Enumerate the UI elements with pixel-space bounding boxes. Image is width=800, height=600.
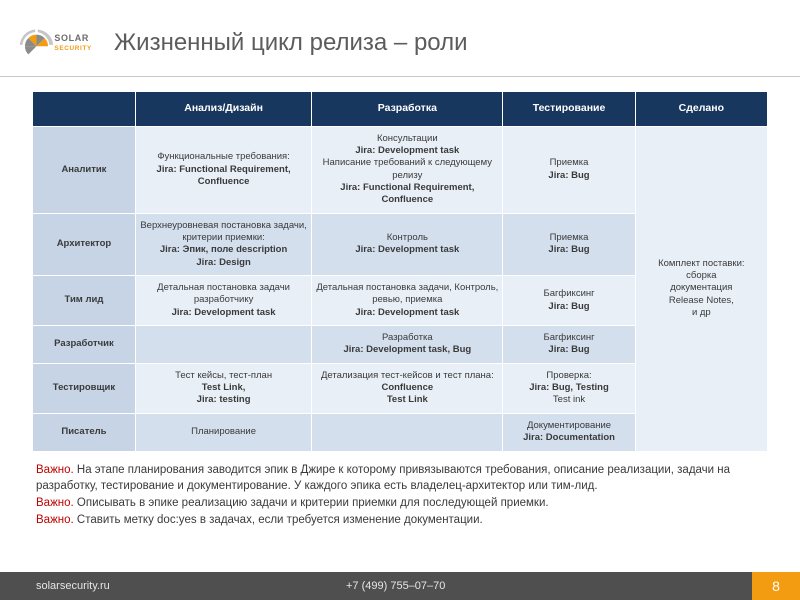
row-label: Писатель xyxy=(33,413,136,451)
cell-test: БагфиксингJira: Bug xyxy=(503,276,635,326)
table-header-row: Анализ/Дизайн Разработка Тестирование Сд… xyxy=(33,92,768,127)
table-row: АналитикФункциональные требования:Jira: … xyxy=(33,126,768,213)
svg-text:SECURITY: SECURITY xyxy=(54,45,92,52)
cell-analysis: Планирование xyxy=(135,413,311,451)
cell-dev: КонтрольJira: Development task xyxy=(312,213,503,275)
cell-test: БагфиксингJira: Bug xyxy=(503,326,635,364)
cell-dev: РазработкаJira: Development task, Bug xyxy=(312,326,503,364)
content-area: Анализ/Дизайн Разработка Тестирование Сд… xyxy=(0,91,800,452)
cell-test: ПриемкаJira: Bug xyxy=(503,126,635,213)
cell-test: Проверка:Jira: Bug, TestingTest ink xyxy=(503,363,635,413)
row-label: Архитектор xyxy=(33,213,136,275)
page-number-badge: 8 xyxy=(752,572,800,600)
col-empty xyxy=(33,92,136,127)
cell-dev: Детализация тест-кейсов и тест плана:Con… xyxy=(312,363,503,413)
svg-text:SOLAR: SOLAR xyxy=(54,33,89,43)
roles-table: Анализ/Дизайн Разработка Тестирование Сд… xyxy=(32,91,768,452)
header-rule xyxy=(0,76,800,77)
page-number: 8 xyxy=(772,578,780,594)
cell-done: Комплект поставки:сборкадокументацияRele… xyxy=(635,126,767,451)
row-label: Разработчик xyxy=(33,326,136,364)
note-3: Важно. Ставить метку doc:yes в задачах, … xyxy=(36,512,764,529)
cell-analysis: Тест кейсы, тест-планTest Link,Jira: tes… xyxy=(135,363,311,413)
cell-analysis xyxy=(135,326,311,364)
col-dev: Разработка xyxy=(312,92,503,127)
table-body: АналитикФункциональные требования:Jira: … xyxy=(33,126,768,451)
note-2: Важно. Описывать в эпике реализацию зада… xyxy=(36,495,764,512)
row-label: Аналитик xyxy=(33,126,136,213)
cell-dev: Детальная постановка задачи, Контроль, р… xyxy=(312,276,503,326)
slide-header: SOLAR SECURITY Жизненный цикл релиза – р… xyxy=(0,0,800,76)
cell-test: ДокументированиеJira: Documentation xyxy=(503,413,635,451)
cell-analysis: Верхнеуровневая постановка задачи, крите… xyxy=(135,213,311,275)
cell-dev xyxy=(312,413,503,451)
cell-test: ПриемкаJira: Bug xyxy=(503,213,635,275)
col-test: Тестирование xyxy=(503,92,635,127)
note-1: Важно. На этапе планирования заводится э… xyxy=(36,462,764,495)
col-analysis: Анализ/Дизайн xyxy=(135,92,311,127)
col-done: Сделано xyxy=(635,92,767,127)
cell-dev: КонсультацииJira: Development taskНаписа… xyxy=(312,126,503,213)
cell-analysis: Детальная постановка задачи разработчику… xyxy=(135,276,311,326)
footer-site: solarsecurity.ru xyxy=(36,580,236,592)
page-title: Жизненный цикл релиза – роли xyxy=(114,29,468,57)
notes: Важно. На этапе планирования заводится э… xyxy=(0,452,800,529)
footer: solarsecurity.ru +7 (499) 755–07–70 8 xyxy=(0,572,800,600)
row-label: Тим лид xyxy=(33,276,136,326)
solar-security-logo: SOLAR SECURITY xyxy=(18,18,96,68)
footer-phone: +7 (499) 755–07–70 xyxy=(236,580,764,592)
row-label: Тестировщик xyxy=(33,363,136,413)
cell-analysis: Функциональные требования:Jira: Function… xyxy=(135,126,311,213)
